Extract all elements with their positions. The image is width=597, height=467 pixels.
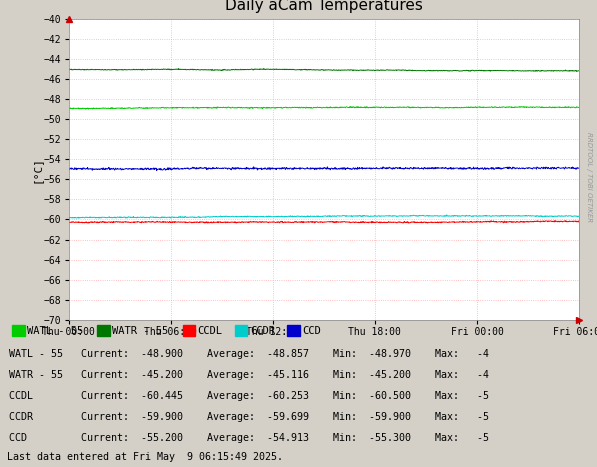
- Bar: [97, 325, 110, 336]
- Text: RRDTOOL / TOBI OETIKER: RRDTOOL / TOBI OETIKER: [586, 133, 592, 222]
- Text: CCDL        Current:  -60.445    Average:  -60.253    Min:  -60.500    Max:   -5: CCDL Current: -60.445 Average: -60.253 M…: [9, 391, 489, 401]
- Title: Daily aCam Temperatures: Daily aCam Temperatures: [225, 0, 423, 14]
- Bar: [287, 325, 300, 336]
- Text: WATL - 55: WATL - 55: [27, 326, 83, 336]
- Text: CCD         Current:  -55.200    Average:  -54.913    Min:  -55.300    Max:   -5: CCD Current: -55.200 Average: -54.913 Mi…: [9, 433, 489, 443]
- Text: CCDR: CCDR: [250, 326, 275, 336]
- Text: WATR - 55: WATR - 55: [112, 326, 168, 336]
- Bar: [235, 325, 247, 336]
- Text: CCDL: CCDL: [198, 326, 223, 336]
- Text: WATR - 55   Current:  -45.200    Average:  -45.116    Min:  -45.200    Max:   -4: WATR - 55 Current: -45.200 Average: -45.…: [9, 370, 489, 380]
- Text: CCD: CCD: [302, 326, 321, 336]
- Y-axis label: [°C]: [°C]: [31, 156, 41, 183]
- Text: Last data entered at Fri May  9 06:15:49 2025.: Last data entered at Fri May 9 06:15:49 …: [7, 452, 283, 462]
- Text: CCDR        Current:  -59.900    Average:  -59.699    Min:  -59.900    Max:   -5: CCDR Current: -59.900 Average: -59.699 M…: [9, 412, 489, 422]
- Bar: [183, 325, 195, 336]
- Bar: [12, 325, 24, 336]
- Text: WATL - 55   Current:  -48.900    Average:  -48.857    Min:  -48.970    Max:   -4: WATL - 55 Current: -48.900 Average: -48.…: [9, 349, 489, 359]
